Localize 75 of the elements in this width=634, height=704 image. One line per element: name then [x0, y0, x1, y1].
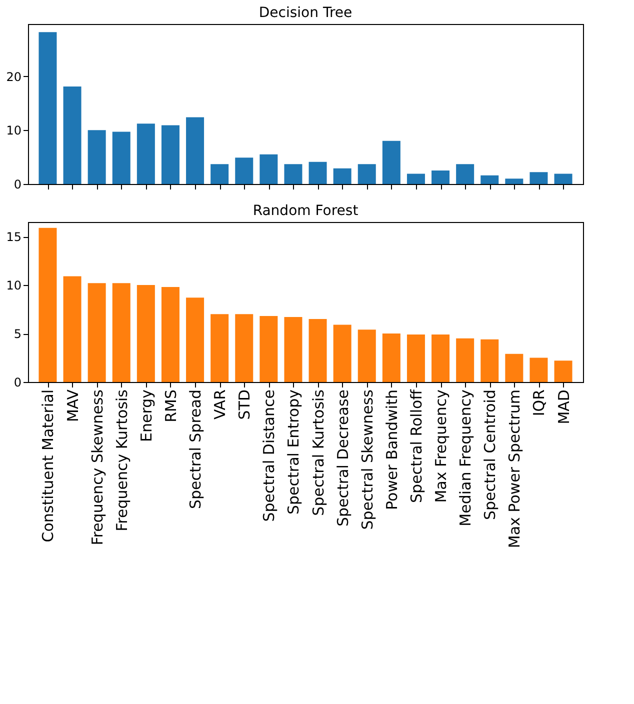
bar [530, 172, 548, 184]
y-tick-label: 10 [6, 278, 22, 293]
y-tick-label: 20 [6, 70, 22, 84]
x-tick-label: IQR [530, 390, 548, 416]
x-tick-label: Constituent Material [39, 390, 58, 542]
bar [530, 358, 548, 382]
bar [333, 168, 352, 184]
bar [63, 276, 82, 382]
y-tick-label: 5 [14, 327, 22, 342]
bar [161, 286, 180, 382]
x-tick-label: Spectral Centroid [481, 390, 500, 520]
x-tick-label: Max Power Spectrum [506, 390, 524, 548]
x-tick-label: STD [236, 390, 254, 420]
bar [333, 324, 352, 382]
bar [186, 298, 204, 382]
bar [480, 339, 499, 382]
x-tick-label: MAD [554, 390, 573, 424]
bar [88, 130, 106, 184]
bar [456, 164, 474, 184]
x-tick-label: Spectral Distance [260, 390, 278, 522]
bar [210, 314, 229, 382]
bar [88, 283, 106, 382]
bar [308, 162, 327, 184]
bar [235, 158, 254, 184]
x-tick-label: Spectral Spread [186, 390, 205, 510]
bar [456, 338, 474, 382]
x-tick-label: Spectral Kurtosis [309, 389, 328, 516]
bar [308, 318, 327, 382]
bar [235, 314, 254, 382]
bar [38, 32, 57, 184]
bar [554, 174, 572, 184]
bar [358, 330, 376, 382]
x-tick-label: Frequency Skewness [88, 389, 106, 546]
x-tick-label: Max Frequency [432, 389, 450, 503]
bar [112, 283, 130, 382]
y-tick-label: 0 [14, 178, 22, 192]
x-tick-label: Median Frequency [456, 389, 475, 526]
bar [382, 334, 400, 382]
x-tick-label: Spectral Rolloff [407, 388, 426, 503]
bar [505, 354, 524, 382]
bar [505, 178, 524, 184]
y-tick-label: 10 [6, 124, 22, 138]
x-tick-label: Spectral Skewness [358, 389, 376, 530]
bar [136, 124, 155, 184]
x-tick-label: Frequency Kurtosis [112, 389, 131, 532]
bar [480, 175, 499, 184]
bar [432, 334, 450, 382]
bar [358, 164, 376, 184]
bar [406, 334, 425, 382]
y-tick-label: 0 [14, 376, 22, 390]
chart-title: Decision Tree [258, 5, 352, 21]
bar [63, 86, 82, 184]
x-tick-label: MAV [64, 388, 82, 422]
chart-title: Random Forest [252, 203, 359, 219]
bar [284, 317, 302, 382]
bar [210, 164, 229, 184]
bar [432, 170, 450, 184]
x-tick-label: RMS [162, 390, 180, 422]
bar [260, 154, 278, 184]
bar [112, 132, 130, 184]
x-tick-label: Power Bandwith [382, 390, 401, 510]
bar [554, 360, 572, 382]
bar [382, 140, 400, 184]
x-tick-label: Energy [137, 389, 156, 442]
bar [186, 117, 204, 184]
x-tick-label: VAR [211, 390, 230, 420]
bar [260, 316, 278, 382]
y-tick-label: 15 [6, 230, 22, 244]
bar [161, 125, 180, 184]
x-tick-label: Spectral Decrease [334, 390, 352, 527]
x-tick-label: Spectral Entropy [284, 389, 303, 514]
bar [38, 228, 57, 382]
bar [406, 174, 425, 184]
bar [136, 285, 155, 382]
bar [284, 164, 302, 184]
